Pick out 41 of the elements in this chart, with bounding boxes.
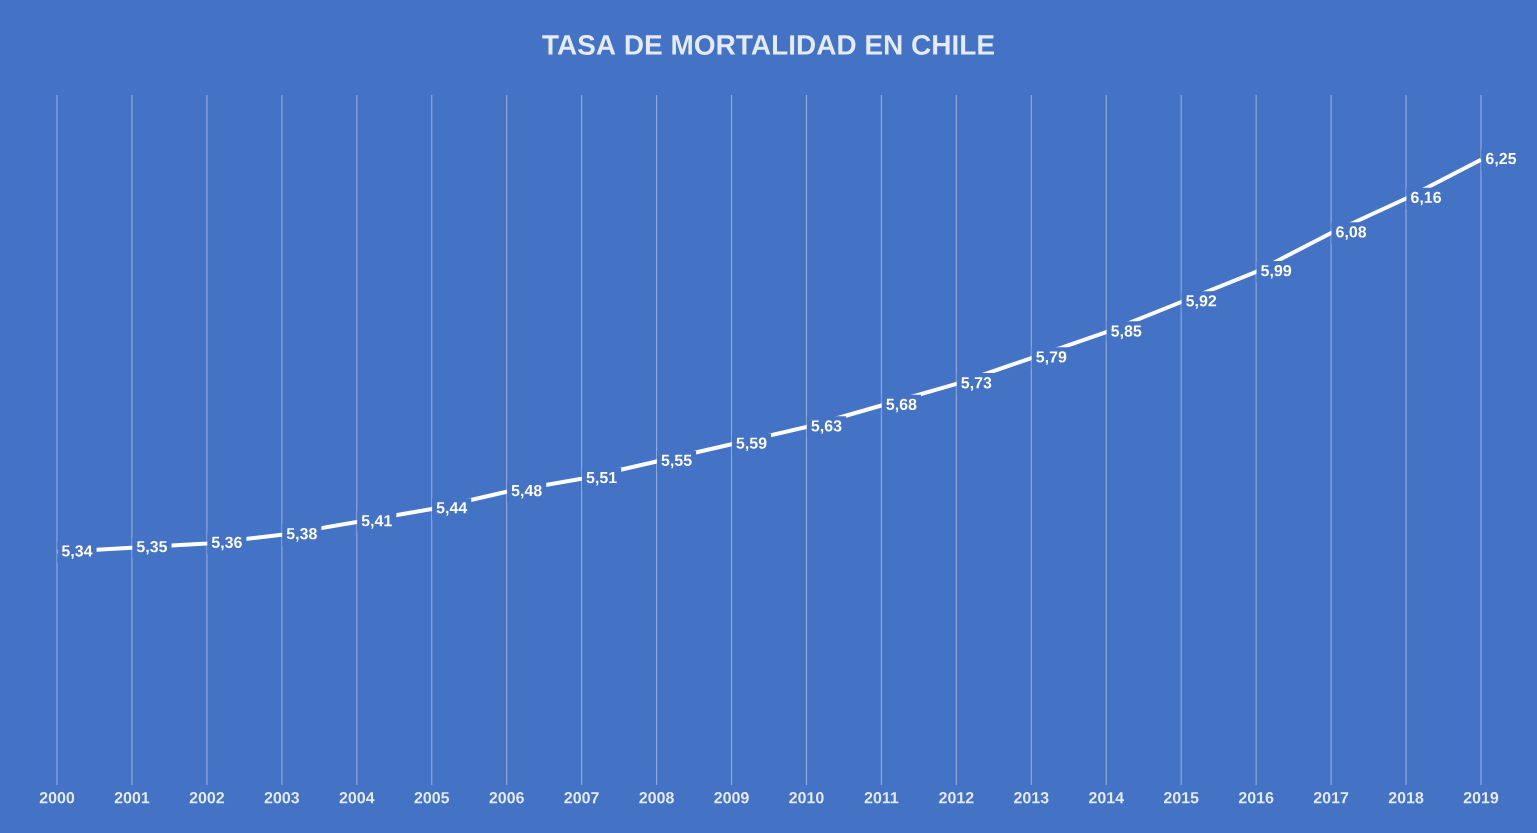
x-tick-label: 2007 <box>564 792 599 804</box>
data-label: 5,34 <box>61 545 93 559</box>
data-label: 5,48 <box>511 484 542 499</box>
x-tick-label: 2006 <box>489 792 524 804</box>
x-tick-label: 2015 <box>1163 792 1199 804</box>
x-tick-label: 2019 <box>1463 792 1499 804</box>
x-tick-label: 2018 <box>1388 792 1424 804</box>
data-label: 6,25 <box>1486 152 1517 167</box>
x-tick-label: 2000 <box>39 792 75 804</box>
x-tick-label: 2011 <box>864 792 899 804</box>
data-label: 5,44 <box>436 502 468 516</box>
x-tick-label: 2009 <box>714 792 749 804</box>
data-label: 5,55 <box>661 454 692 469</box>
chart-title: TASA DE MORTALIDAD EN CHILE <box>542 35 994 55</box>
x-tick-label: 2013 <box>1014 792 1049 804</box>
x-tick-label: 2008 <box>639 792 674 804</box>
x-tick-label: 2010 <box>789 792 824 804</box>
data-label: 5,63 <box>811 420 842 434</box>
data-label: 5,68 <box>886 398 917 413</box>
x-tick-label: 2003 <box>264 792 300 804</box>
data-label: 5,41 <box>361 515 392 529</box>
data-label: 5,85 <box>1111 325 1142 339</box>
data-label: 5,38 <box>286 528 317 542</box>
data-label: 5,35 <box>136 540 168 555</box>
x-tick-label: 2001 <box>114 792 150 804</box>
data-label: 5,99 <box>1261 264 1292 279</box>
data-label: 5,79 <box>1036 351 1067 365</box>
x-tick-label: 2004 <box>339 792 375 804</box>
data-label: 5,73 <box>961 377 992 391</box>
data-label: 5,36 <box>211 536 242 551</box>
data-label: 6,08 <box>1336 226 1367 240</box>
x-tick-label: 2014 <box>1089 792 1124 804</box>
x-tick-label: 2016 <box>1238 792 1274 804</box>
x-tick-label: 2012 <box>939 792 974 804</box>
data-label: 6,16 <box>1411 191 1442 206</box>
data-label: 5,51 <box>586 472 617 486</box>
x-tick-label: 2002 <box>189 792 225 804</box>
x-tick-label: 2005 <box>414 792 450 804</box>
data-label: 5,59 <box>736 437 767 452</box>
x-tick-label: 2017 <box>1313 792 1349 804</box>
data-label: 5,92 <box>1186 295 1217 309</box>
